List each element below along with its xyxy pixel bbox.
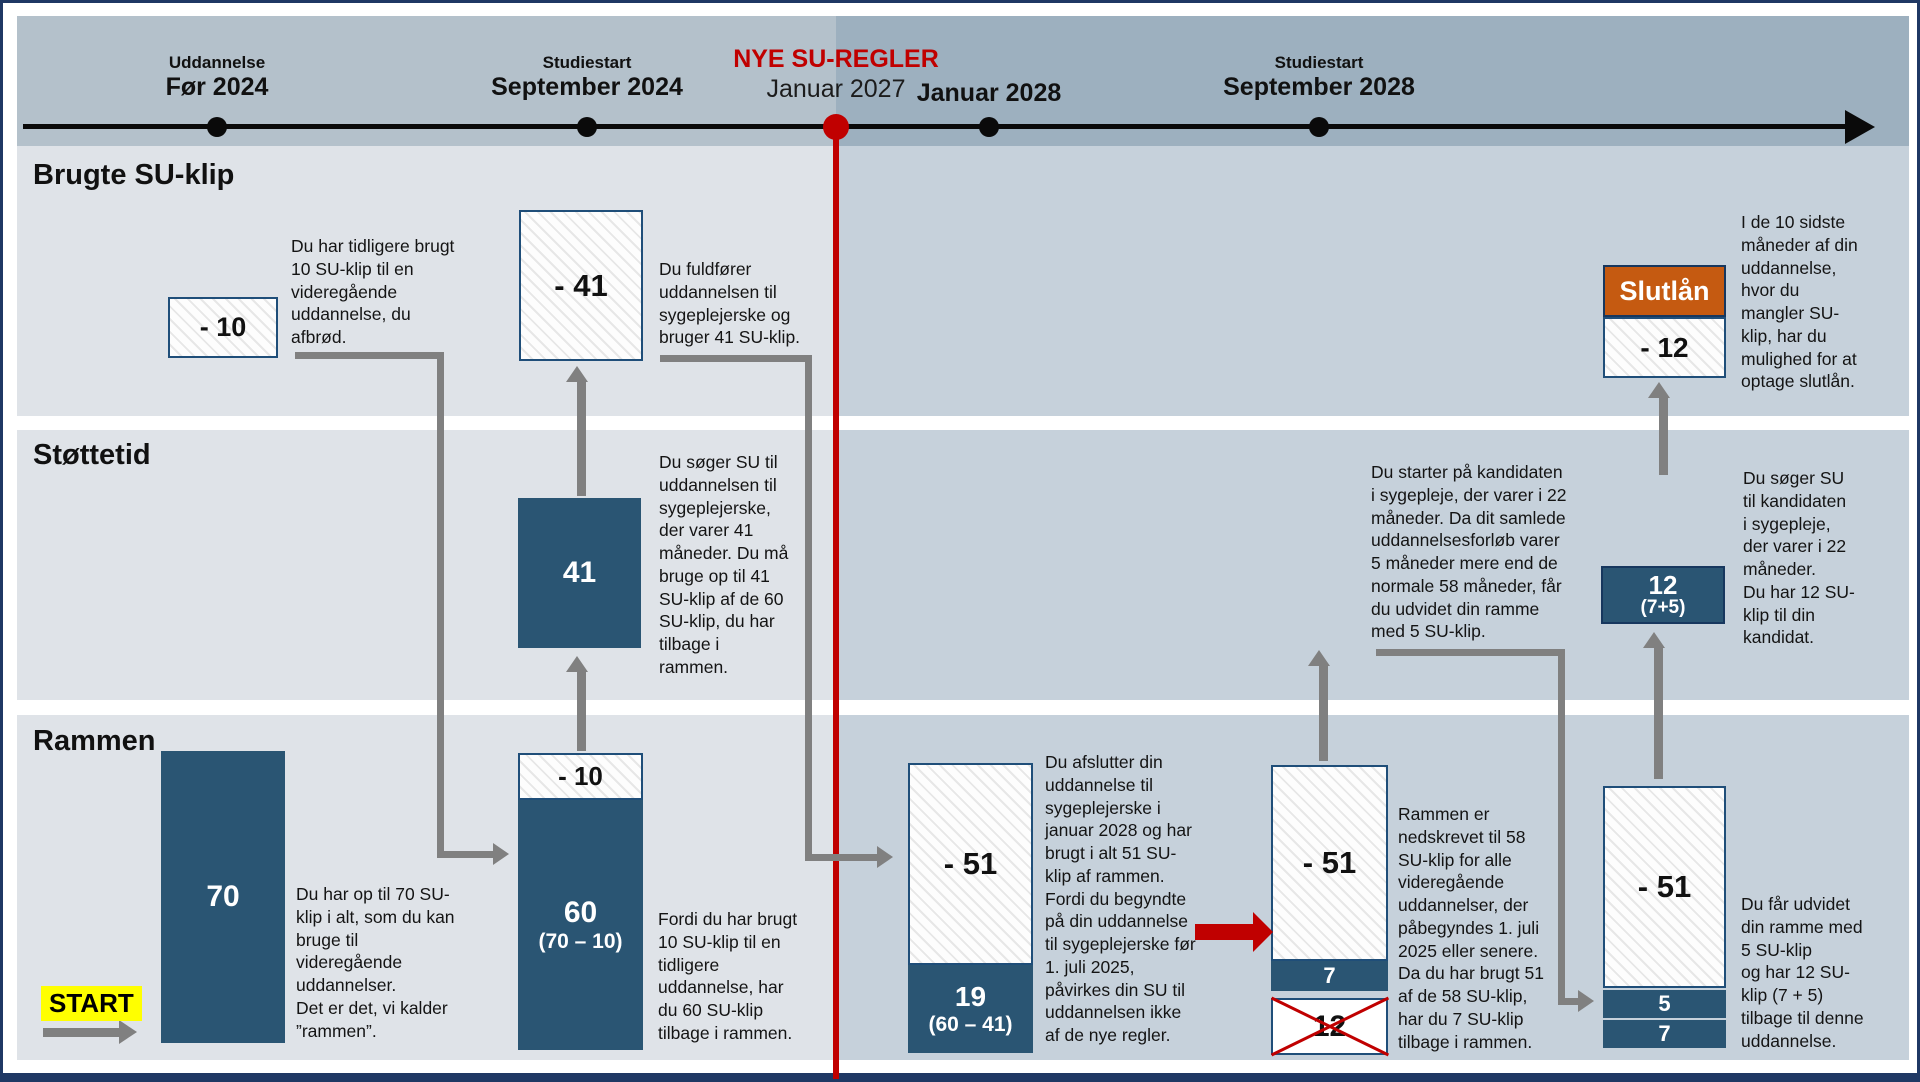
milestone-3-date: Januar 2027 xyxy=(766,75,906,103)
connector1-vertical xyxy=(437,352,444,855)
annotation-frame-extended: Du får udvidet din ramme med 5 SU-klip o… xyxy=(1741,894,1864,1051)
timeline-dot-sep-2024 xyxy=(577,117,597,137)
used-clips-minus41-box: - 41 xyxy=(519,210,643,361)
frame-19-deduction-box: - 51 xyxy=(908,763,1033,965)
timeline-dot-jan-2028 xyxy=(979,117,999,137)
support-41-box: 41 xyxy=(518,498,641,648)
new-su-rules-title: NYE SU-REGLER xyxy=(733,45,939,73)
row-stoettetid-left-bg xyxy=(17,430,836,700)
connector3-horizontal-bottom xyxy=(1558,998,1578,1005)
frame-19-box: 19 (60 – 41) xyxy=(908,965,1033,1053)
frame-60-value: 60 xyxy=(563,895,598,929)
arrow-41-to-minus41-shaft xyxy=(577,382,586,496)
start-arrow-shaft xyxy=(43,1028,119,1037)
connector1-horizontal-top xyxy=(295,352,444,359)
red-arrow-shaft xyxy=(1195,924,1253,940)
connector3-arrow-icon xyxy=(1578,990,1594,1012)
connector1-arrow-icon xyxy=(493,843,509,865)
arrow-frame-to-12-shaft xyxy=(1654,648,1663,779)
row-brugte-right-bg xyxy=(836,146,1909,416)
annotation-frame-70: Du har op til 70 SU- klip i alt, som du … xyxy=(296,884,455,1041)
arrow-60-to-41-shaft xyxy=(577,672,586,751)
frame-19-value: 19 xyxy=(954,980,987,1012)
arrow-60-to-41-icon xyxy=(566,656,588,672)
frame-60-sub: (70 – 10) xyxy=(538,930,623,954)
annotation-complete-nurse: Du fuldfører uddannelsen til sygeplejers… xyxy=(659,259,801,348)
used-clips-minus10-box: - 10 xyxy=(168,297,278,358)
start-arrow-icon xyxy=(119,1020,137,1044)
annotation-frame-reduced-58: Rammen er nedskrevet til 58 SU-klip for … xyxy=(1398,804,1544,1052)
frame-extended-deduction-box: - 51 xyxy=(1603,786,1726,988)
row-stoettetid-right-bg xyxy=(836,430,1909,700)
used-clips-minus12-box: - 12 xyxy=(1603,317,1726,378)
row-label-stoettetid: Støttetid xyxy=(33,439,151,471)
connector2-horizontal-top xyxy=(660,355,812,362)
frame-70-box: 70 xyxy=(161,751,285,1043)
frame-60-box: 60 (70 – 10) xyxy=(518,800,643,1050)
support-12-value: 12 xyxy=(1648,569,1678,600)
annotation-apply-su-nurse: Du søger SU til uddannelsen til sygeplej… xyxy=(659,452,789,677)
support-12-box: 12 (7+5) xyxy=(1601,566,1725,624)
connector3-vertical xyxy=(1558,649,1565,1005)
arrow-frame7-up-icon xyxy=(1308,650,1330,666)
milestone-1-caption: Uddannelse xyxy=(168,53,266,72)
milestone-5-caption: Studiestart xyxy=(1274,53,1364,72)
milestone-1-date: Før 2024 xyxy=(165,73,269,101)
milestone-5-date: September 2028 xyxy=(1223,73,1415,101)
connector1-horizontal-bottom xyxy=(437,851,493,858)
annotation-frame-60: Fordi du har brugt 10 SU-klip til en tid… xyxy=(658,909,798,1043)
milestone-4-date: Januar 2028 xyxy=(916,79,1062,107)
row-brugte-left-bg xyxy=(17,146,836,416)
arrow-12-to-minus12-icon xyxy=(1648,382,1670,398)
annotation-slutlaan: I de 10 sidste måneder af din uddannelse… xyxy=(1741,212,1858,392)
arrow-frame-to-12-icon xyxy=(1643,632,1665,648)
frame-5-box: 5 xyxy=(1603,990,1726,1018)
bottom-frame-bar xyxy=(3,1073,1917,1079)
connector3-horizontal-top xyxy=(1376,649,1565,656)
annotation-start-kandidat: Du starter på kandidaten i sygepleje, de… xyxy=(1371,462,1567,642)
slutlaan-box: Slutlån xyxy=(1603,265,1726,317)
timeline-dot-foer-2024 xyxy=(207,117,227,137)
milestone-2-caption: Studiestart xyxy=(542,53,632,72)
arrow-frame7-up-shaft xyxy=(1319,666,1328,761)
frame-7-remaining-box: 7 xyxy=(1603,1020,1726,1048)
milestone-2-date: September 2024 xyxy=(491,73,683,101)
annotation-apply-su-kandidat: Du søger SU til kandidaten i sygepleje, … xyxy=(1743,468,1855,648)
frame-12-crossed-out-box: 12 xyxy=(1271,998,1388,1055)
arrow-41-to-minus41-icon xyxy=(566,366,588,382)
start-badge: START xyxy=(41,986,142,1021)
connector2-vertical xyxy=(805,355,812,861)
connector2-arrow-icon xyxy=(877,846,893,868)
frame-19-sub: (60 – 41) xyxy=(928,1013,1013,1037)
annotation-previous-clips: Du har tidligere brugt 10 SU-klip til en… xyxy=(291,236,455,347)
connector2-horizontal-bottom xyxy=(805,854,877,861)
new-rules-divider-line xyxy=(833,121,839,1079)
row-rammen-left-bg xyxy=(17,715,836,1060)
red-arrow-icon xyxy=(1253,912,1273,952)
row-label-brugte-su-klip: Brugte SU-klip xyxy=(33,159,235,191)
frame-7-box: 7 xyxy=(1271,961,1388,991)
timeline-axis xyxy=(23,124,1848,129)
frame-60-deduction-box: - 10 xyxy=(518,753,643,800)
frame-7-deduction-box: - 51 xyxy=(1271,765,1388,961)
arrow-12-to-minus12-shaft xyxy=(1659,398,1668,475)
timeline-arrowhead-icon xyxy=(1845,110,1875,144)
support-12-sub: (7+5) xyxy=(1640,596,1686,618)
annotation-finish-jan-2028: Du afslutter din uddannelse til sygeplej… xyxy=(1045,752,1196,1045)
row-label-rammen: Rammen xyxy=(33,725,156,757)
timeline-dot-sep-2028 xyxy=(1309,117,1329,137)
